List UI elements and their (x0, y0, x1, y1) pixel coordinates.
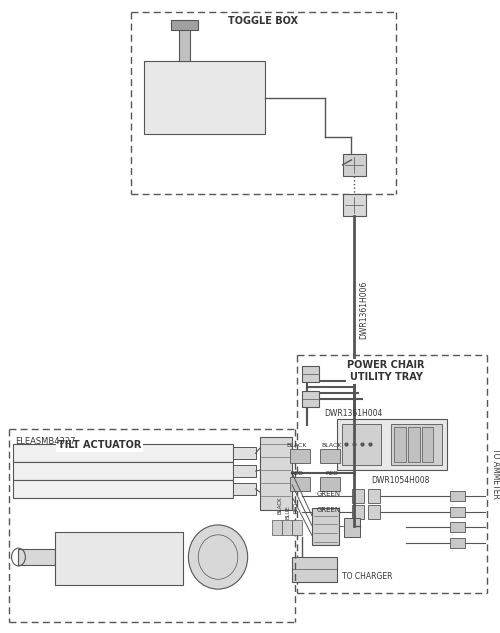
Bar (233, 483, 256, 495)
Bar (178, 23, 190, 61)
Bar (282, 520, 292, 536)
Bar (233, 448, 256, 460)
Text: ELEASMB4327: ELEASMB4327 (16, 437, 76, 446)
Text: BLACK: BLACK (278, 497, 283, 515)
Text: RED: RED (294, 502, 298, 513)
Bar (290, 477, 310, 491)
Ellipse shape (188, 525, 248, 589)
Bar (272, 520, 282, 536)
Bar (450, 538, 465, 548)
Bar (368, 489, 380, 503)
Bar (342, 194, 366, 216)
Text: RED: RED (290, 471, 304, 476)
Bar (55, 532, 184, 585)
Bar (292, 520, 302, 536)
Text: TILT ACTUATOR: TILT ACTUATOR (58, 441, 141, 451)
Bar (368, 505, 380, 518)
Bar (12, 462, 233, 480)
Bar (450, 522, 465, 532)
Bar (352, 505, 364, 518)
Bar (342, 423, 381, 465)
Bar (336, 419, 447, 470)
Bar (450, 491, 465, 501)
Text: TOGGLE BOX: TOGGLE BOX (228, 16, 298, 26)
Bar (422, 427, 434, 462)
Bar (320, 477, 340, 491)
Text: RED: RED (325, 471, 338, 476)
Bar (170, 20, 198, 30)
Text: BLACK: BLACK (287, 443, 308, 448)
Bar (391, 423, 442, 465)
Text: BLUE: BLUE (286, 506, 290, 520)
Bar (18, 549, 55, 565)
Bar (394, 427, 406, 462)
Bar (292, 557, 337, 582)
Bar (260, 437, 292, 510)
Bar (344, 518, 360, 537)
Text: TO AMMETER: TO AMMETER (490, 448, 500, 499)
Bar (144, 61, 266, 134)
Text: DWR1361H004: DWR1361H004 (324, 409, 383, 418)
Bar (408, 427, 420, 462)
Text: POWER CHAIR
UTILITY TRAY: POWER CHAIR UTILITY TRAY (347, 360, 424, 382)
Bar (233, 465, 256, 477)
Bar (302, 391, 319, 407)
Text: DWR1361H006: DWR1361H006 (360, 281, 368, 339)
Bar (320, 449, 340, 463)
Text: TO CHARGER: TO CHARGER (342, 572, 392, 581)
Text: DWR1054H008: DWR1054H008 (371, 476, 430, 485)
Bar (12, 444, 233, 462)
Bar (290, 449, 310, 463)
Bar (302, 367, 319, 382)
Bar (450, 506, 465, 517)
Bar (352, 489, 364, 503)
Text: BLACK: BLACK (322, 443, 342, 448)
Bar (312, 508, 338, 545)
Bar (12, 480, 233, 498)
Text: GREEN: GREEN (317, 491, 341, 497)
Bar (342, 154, 366, 176)
Text: GREEN: GREEN (317, 506, 341, 513)
